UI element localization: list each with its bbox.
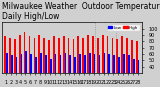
Bar [25,51,27,87]
Bar [43,38,45,87]
Bar [30,54,32,87]
Bar [73,39,74,87]
Bar [84,55,86,87]
Bar [107,36,108,87]
Legend: Low, High: Low, High [107,24,140,31]
Bar [4,36,6,87]
Bar [92,36,94,87]
Bar [74,57,76,87]
Bar [35,57,37,87]
Bar [112,38,113,87]
Bar [50,59,52,87]
Bar [34,38,35,87]
Bar [55,54,56,87]
Bar [121,36,123,87]
Bar [45,55,47,87]
Bar [116,39,118,87]
Bar [99,55,100,87]
Bar [63,36,64,87]
Bar [79,54,81,87]
Bar [64,53,66,87]
Bar [133,59,135,87]
Bar [131,40,133,87]
Bar [14,39,16,87]
Bar [82,38,84,87]
Bar [48,40,50,87]
Bar [16,57,17,87]
Bar [87,35,89,87]
Bar [21,54,22,87]
Bar [104,53,105,87]
Bar [53,36,55,87]
Bar [11,55,13,87]
Bar [9,38,11,87]
Bar [97,38,99,87]
Bar [69,55,71,87]
Bar [77,36,79,87]
Bar [113,55,115,87]
Bar [24,32,25,87]
Bar [123,54,125,87]
Bar [89,53,91,87]
Bar [138,60,139,87]
Bar [128,55,130,87]
Bar [19,35,21,87]
Bar [118,57,120,87]
Bar [38,35,40,87]
Bar [68,38,69,87]
Bar [136,41,138,87]
Bar [102,35,104,87]
Bar [6,53,8,87]
Bar [108,54,110,87]
Bar [60,55,61,87]
Bar [40,53,42,87]
Bar [29,36,30,87]
Bar [94,54,96,87]
Bar [126,38,128,87]
Bar [58,38,60,87]
Text: Milwaukee Weather  Outdoor Temperature
Daily High/Low: Milwaukee Weather Outdoor Temperature Da… [2,2,160,21]
